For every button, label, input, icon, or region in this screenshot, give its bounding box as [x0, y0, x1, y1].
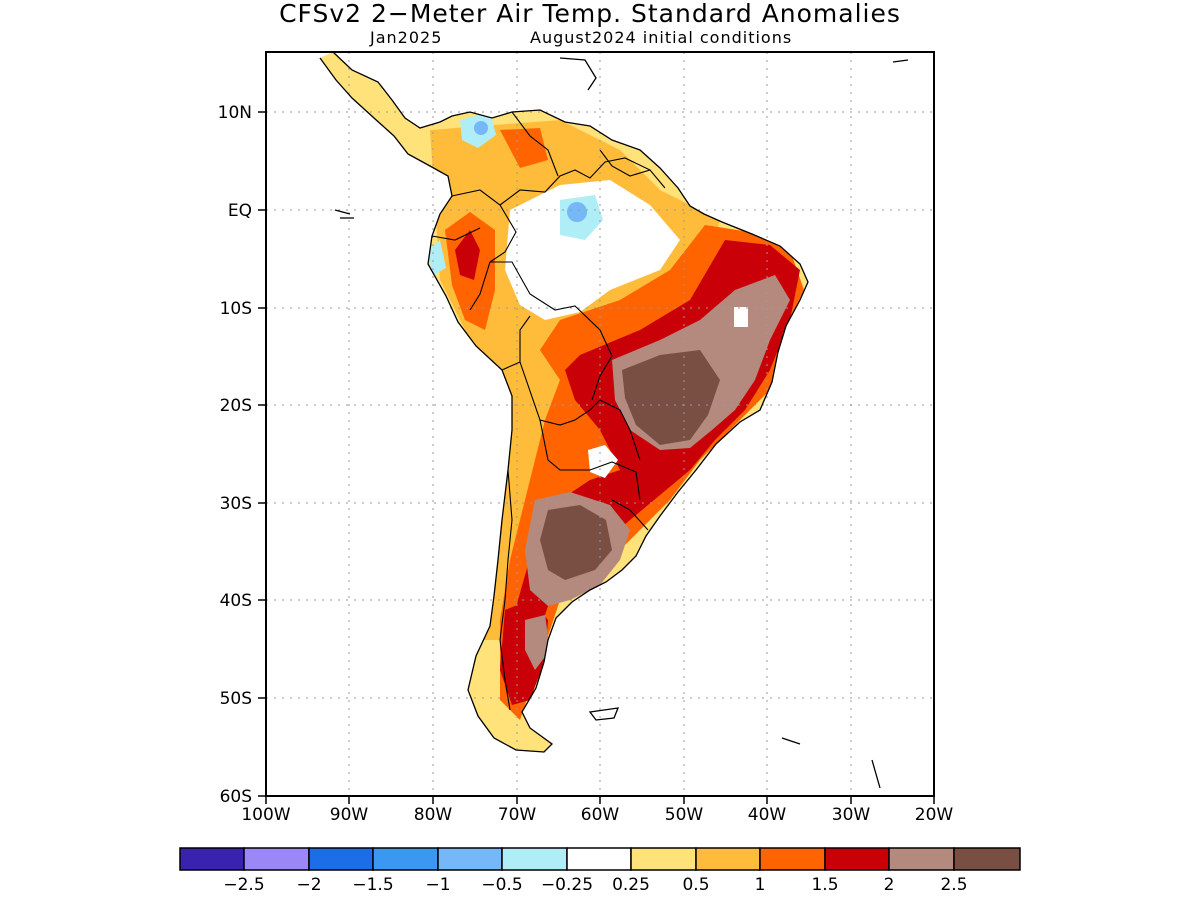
colorbar-label-8: 1: [755, 875, 766, 895]
colorbar-swatch-7: [630, 847, 697, 871]
lon-label-100w: 100W: [241, 805, 290, 825]
map-title: CFSv2 2−Meter Air Temp. Standard Anomali…: [279, 0, 901, 28]
colorbar-swatch-2: [308, 847, 374, 871]
colorbar-label-5: −0.25: [541, 875, 593, 895]
colorbar-label-3: −1: [425, 875, 450, 895]
lat-label-10s: 10S: [220, 299, 252, 319]
colorbar-label-9: 1.5: [811, 875, 838, 895]
lat-label-30s: 30S: [220, 494, 252, 514]
initial-conditions: August2024 initial conditions: [530, 28, 793, 47]
colorbar-label-10: 2: [884, 875, 895, 895]
forecast-month: Jan2025: [370, 28, 443, 47]
colorbar-label-11: 2.5: [940, 875, 967, 895]
lon-label-30w: 30W: [832, 805, 871, 825]
colorbar-swatch-11: [888, 847, 955, 871]
colorbar: −2.5 −2 −1.5 −1 −0.5 −0.25 0.25 0.5 1 1.…: [179, 847, 1021, 895]
colorbar-swatch-0: [179, 847, 245, 871]
colorbar-swatch-8: [695, 847, 761, 871]
coastlines: [319, 51, 909, 789]
colorbar-label-7: 0.5: [682, 875, 709, 895]
national-borders: [431, 111, 666, 711]
lat-label-50s: 50S: [220, 689, 252, 709]
colorbar-swatch-9: [759, 847, 826, 871]
colorbar-swatch-5: [501, 847, 568, 871]
colorbar-swatch-3: [372, 847, 439, 871]
lat-label-60s: 60S: [220, 787, 252, 807]
lon-label-90w: 90W: [330, 805, 369, 825]
colorbar-swatch-4: [437, 847, 503, 871]
colorbar-label-4: −0.5: [481, 875, 522, 895]
lon-label-70w: 70W: [498, 805, 537, 825]
lon-label-60w: 60W: [581, 805, 620, 825]
colorbar-label-1: −2: [296, 875, 321, 895]
lat-label-40s: 40S: [220, 591, 252, 611]
colorbar-swatch-12: [953, 847, 1021, 871]
latitude-labels: 10N EQ 10S 20S 30S 40S 50S 60S: [218, 103, 252, 807]
lon-label-50w: 50W: [665, 805, 704, 825]
colorbar-label-6: 0.25: [612, 875, 650, 895]
colorbar-swatch-6: [566, 847, 632, 871]
lon-label-80w: 80W: [414, 805, 453, 825]
longitude-labels: 100W 90W 80W 70W 60W 50W 40W 30W 20W: [241, 805, 953, 825]
colorbar-label-0: −2.5: [223, 875, 264, 895]
lat-label-10n: 10N: [218, 103, 252, 123]
colorbar-label-2: −1.5: [352, 875, 393, 895]
lon-label-20w: 20W: [915, 805, 954, 825]
lat-label-eq: EQ: [228, 201, 252, 221]
colorbar-swatch-1: [243, 847, 310, 871]
lat-label-20s: 20S: [220, 396, 252, 416]
colorbar-swatch-10: [824, 847, 890, 871]
axis-ticks: [258, 111, 935, 804]
lon-label-40w: 40W: [748, 805, 787, 825]
